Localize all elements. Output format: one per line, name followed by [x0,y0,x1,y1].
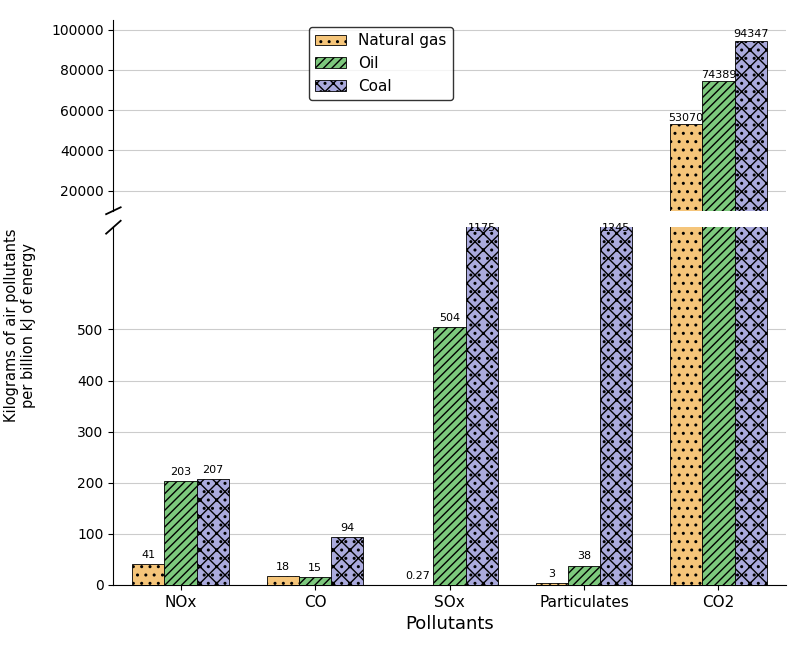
Bar [164,481,197,585]
Text: 38: 38 [577,551,591,562]
Legend: Natural gas, Oil, Coal: Natural gas, Oil, Coal [309,27,453,99]
Bar [466,0,498,585]
Bar [535,584,568,585]
Bar [600,0,633,585]
Text: Kilograms of air pollutants
per billion kJ of energy: Kilograms of air pollutants per billion … [4,228,36,422]
X-axis label: Pollutants: Pollutants [405,616,494,633]
Bar [197,479,229,585]
Text: 1175: 1175 [467,222,496,233]
Text: 94: 94 [340,523,355,532]
Text: 18: 18 [275,562,290,571]
Bar [568,566,600,585]
Bar [266,576,299,585]
Text: 94347: 94347 [733,29,769,40]
Bar [670,0,702,585]
Bar [702,81,735,231]
Text: 15: 15 [308,563,322,573]
Text: 53070: 53070 [668,112,704,122]
Bar [735,41,767,231]
Text: 203: 203 [170,467,191,477]
Text: 3: 3 [548,569,555,579]
Text: 1245: 1245 [602,222,630,233]
Bar [466,229,498,231]
Text: 41: 41 [141,550,156,560]
Text: 0.27: 0.27 [405,571,430,580]
Bar [670,124,702,231]
Bar [132,564,164,585]
Bar [299,577,331,585]
Text: 504: 504 [439,313,460,323]
Bar [702,0,735,585]
Bar [600,228,633,231]
Bar [331,537,364,585]
Bar [735,0,767,585]
Bar [433,230,466,231]
Text: 74389: 74389 [701,70,736,79]
Text: 207: 207 [202,465,224,475]
Bar [433,328,466,585]
